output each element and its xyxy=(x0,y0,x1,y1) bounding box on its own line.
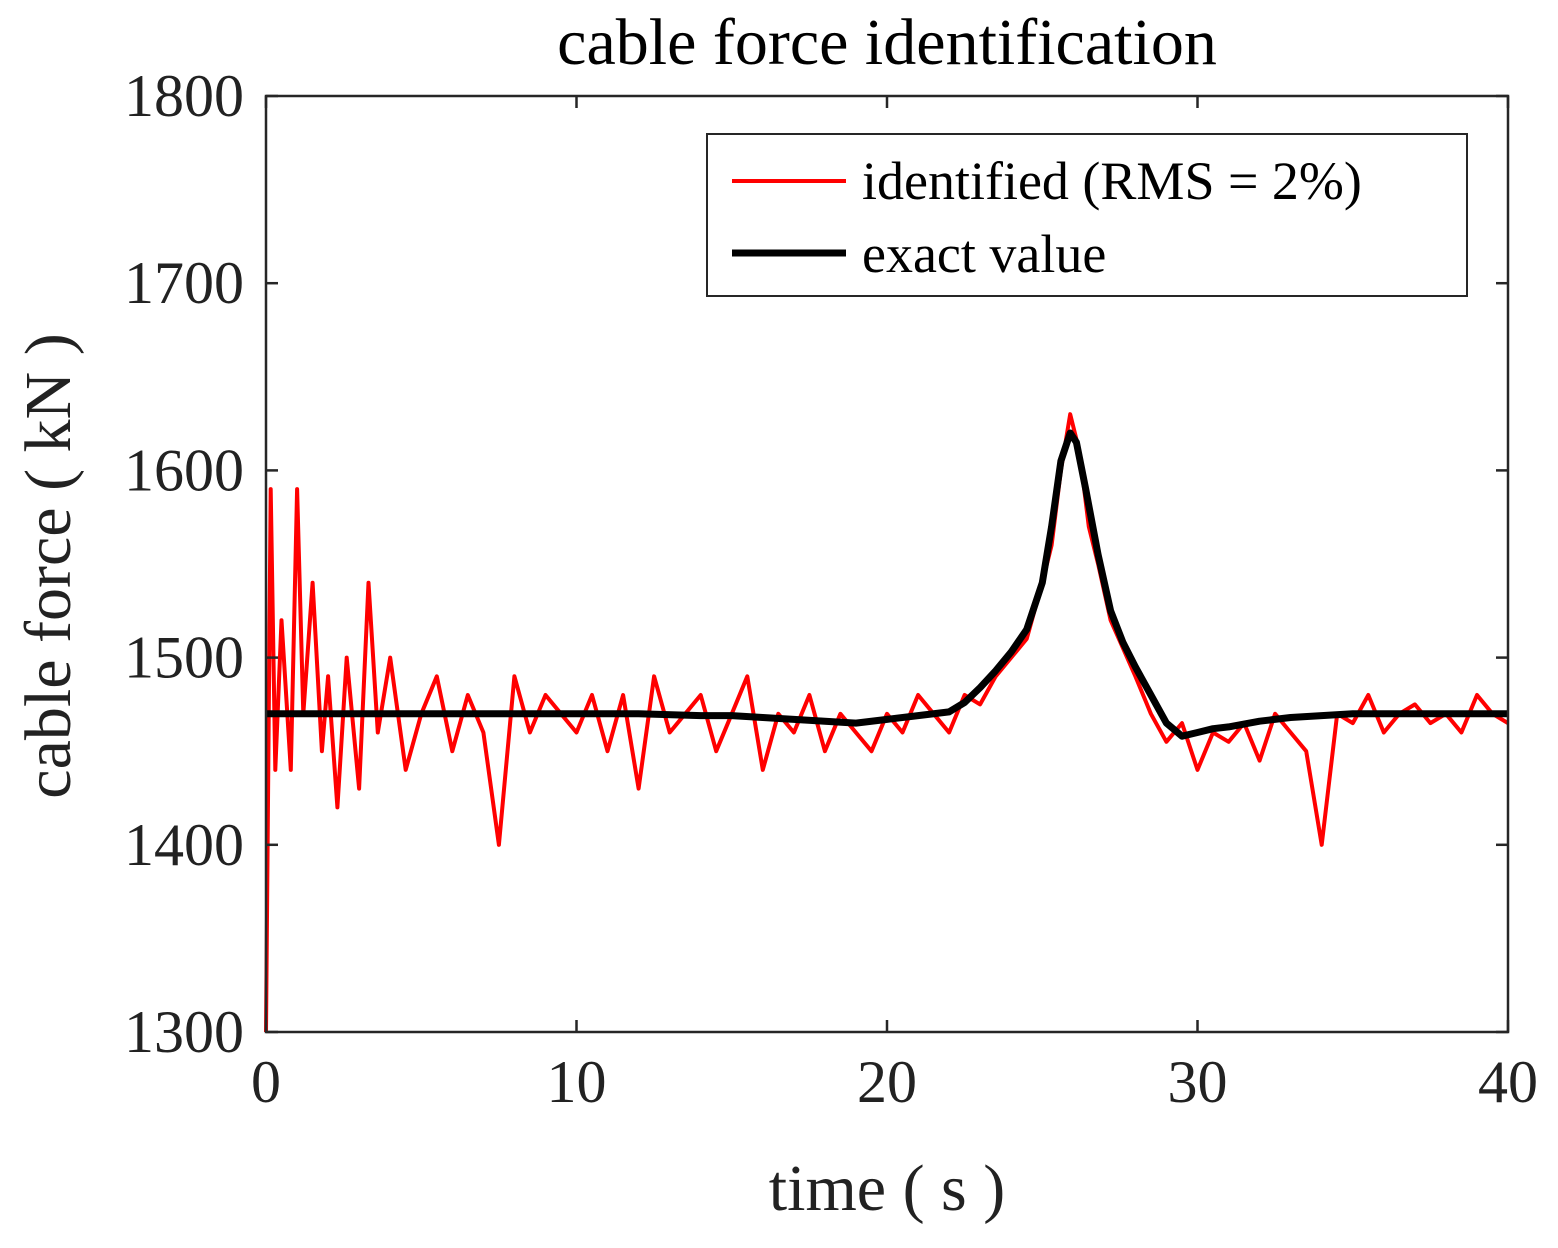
x-tick-label: 0 xyxy=(251,1049,281,1115)
y-tick-label: 1800 xyxy=(124,63,244,129)
legend-box xyxy=(706,133,1468,297)
x-tick-label: 40 xyxy=(1478,1049,1538,1115)
x-axis-label: time ( s ) xyxy=(769,1152,1005,1225)
y-axis-label: cable force ( kN ) xyxy=(12,333,85,798)
y-tick-label: 1400 xyxy=(124,812,244,878)
series-layer xyxy=(264,412,1510,1033)
plot-area xyxy=(264,94,1510,1034)
y-tick-label: 1500 xyxy=(124,625,244,691)
y-tick-label: 1700 xyxy=(124,250,244,316)
legend: identified (RMS = 2%) exact value xyxy=(706,133,1468,297)
x-tick-label: 30 xyxy=(1168,1049,1228,1115)
legend-label-exact: exact value xyxy=(862,224,1106,284)
y-tick-label: 1600 xyxy=(124,437,244,503)
chart-title: cable force identification xyxy=(557,6,1217,79)
x-tick-label: 10 xyxy=(547,1049,607,1115)
y-tick-label: 1300 xyxy=(124,999,244,1065)
x-tick-label: 20 xyxy=(857,1049,917,1115)
ticks-layer xyxy=(264,94,1510,1034)
legend-label-identified: identified (RMS = 2%) xyxy=(862,151,1362,211)
series-identified-line xyxy=(264,412,1510,1033)
series-exact-line xyxy=(266,429,1508,740)
